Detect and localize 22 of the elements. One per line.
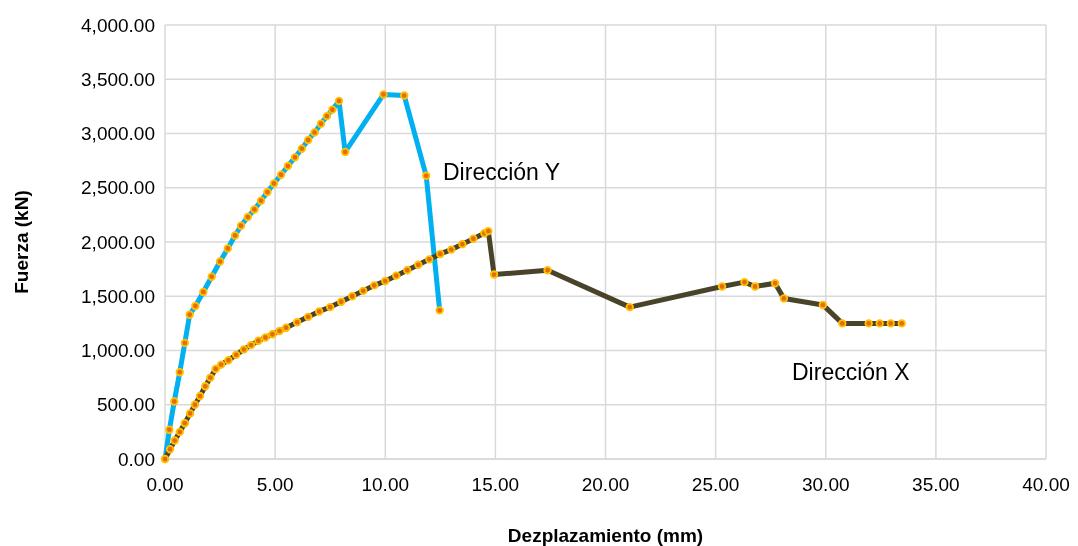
y-tick-label: 1,000.00 [81, 340, 155, 362]
y-tick-label: 4,000.00 [81, 14, 155, 36]
x-tick-label: 5.00 [256, 474, 294, 495]
x-tick-label: 20.00 [581, 474, 630, 495]
x-tick-label: 40.00 [1022, 474, 1070, 495]
x-tick-label: 25.00 [691, 474, 740, 495]
x-tick-label: 10.00 [361, 474, 410, 495]
x-axis-title: Dezplazamiento (mm) [507, 525, 704, 546]
y-tick-label: 3,500.00 [81, 68, 155, 90]
y-tick-label: 500.00 [96, 394, 155, 416]
series-label: Dirección X [792, 359, 910, 385]
y-tick-label: 2,500.00 [81, 177, 155, 199]
x-tick-label: 0.00 [146, 474, 184, 495]
y-tick-label: 3,000.00 [81, 123, 155, 145]
y-tick-label: 0.00 [118, 448, 155, 470]
y-tick-label: 1,500.00 [81, 285, 155, 307]
x-tick-label: 30.00 [801, 474, 850, 495]
x-tick-label: 15.00 [471, 474, 520, 495]
y-axis-title: Fuerza (kN) [11, 190, 32, 294]
y-tick-label: 2,000.00 [81, 231, 155, 253]
series-label: Dirección Y [443, 159, 561, 185]
x-tick-label: 35.00 [912, 474, 960, 495]
